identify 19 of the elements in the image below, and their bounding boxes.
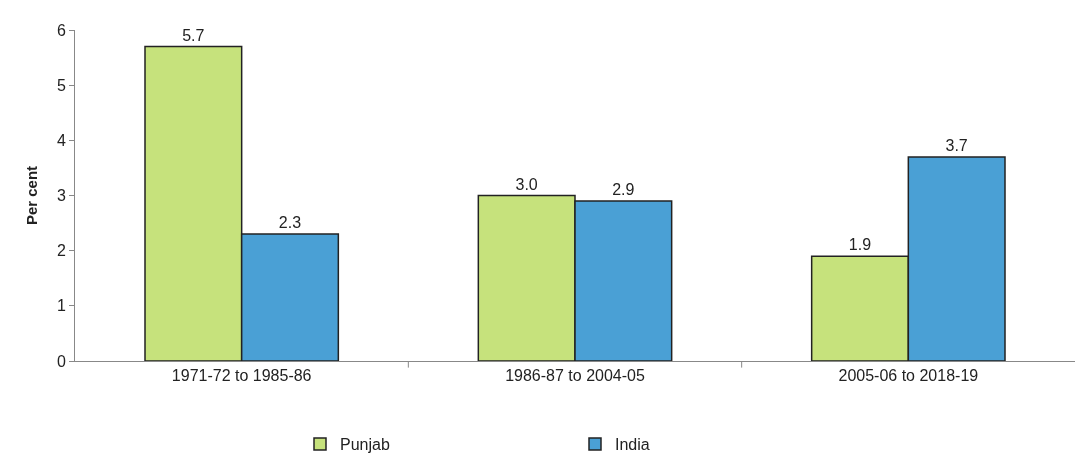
legend-label: Punjab [340,436,390,454]
x-tick-label: 1986-87 to 2004-05 [505,367,645,385]
y-tick-label: 1 [56,297,66,315]
y-axis-title: Per cent [23,165,41,226]
data-label: 2.3 [278,214,302,232]
data-label: 5.7 [182,26,205,44]
data-label: 3.0 [515,175,538,193]
data-label: 3.7 [945,136,968,154]
x-tick-label: 2005-06 to 2018-19 [838,367,979,385]
y-tick-label: 5 [56,76,66,94]
data-label: 1.9 [848,236,872,254]
y-tick-label: 0 [56,352,66,370]
y-tick-label: 2 [56,242,66,260]
legend-label: India [615,436,650,454]
y-tick-label: 4 [56,131,66,149]
y-tick-label: 3 [56,187,66,205]
x-tick-label: 1971-72 to 1985-86 [171,367,312,385]
data-label: 2.9 [612,181,635,199]
y-tick-label: 6 [56,21,66,39]
